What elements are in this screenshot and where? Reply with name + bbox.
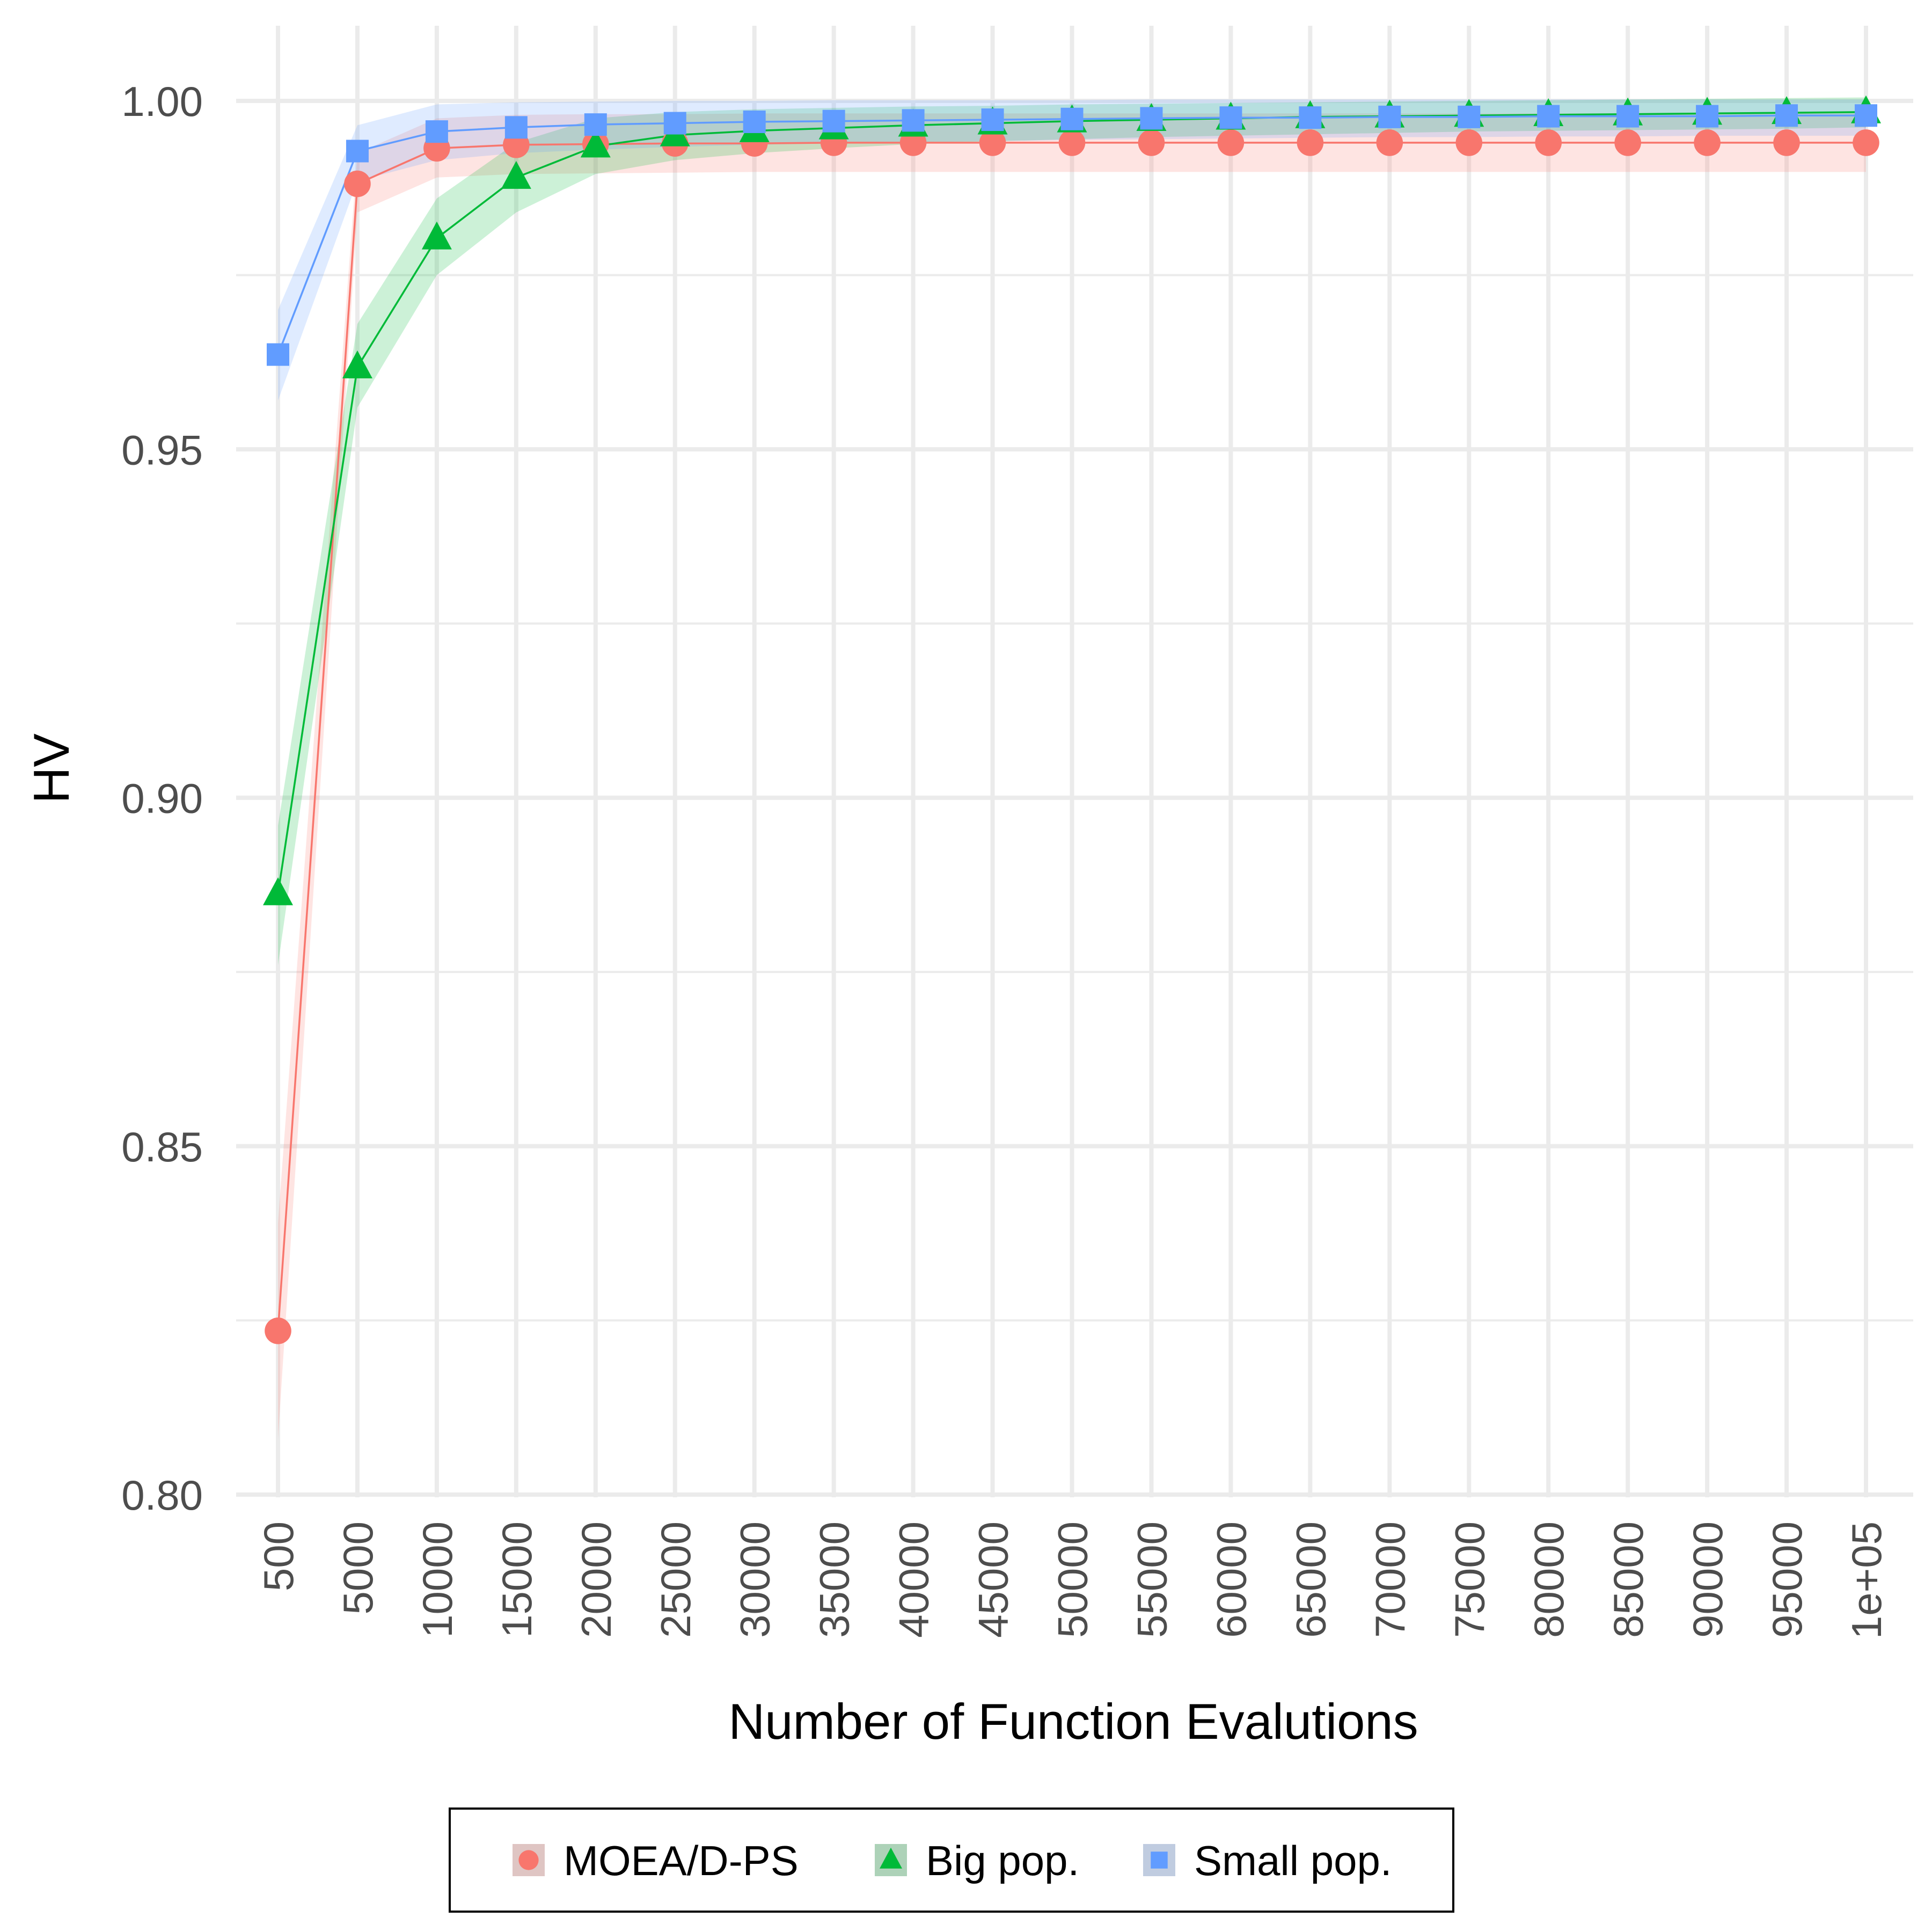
data-point — [1299, 106, 1322, 129]
data-point — [1694, 129, 1721, 156]
data-point — [663, 112, 686, 135]
y-axis-title: HV — [23, 733, 79, 803]
x-tick-label: 95000 — [1763, 1521, 1811, 1638]
x-axis-title: Number of Function Evalutions — [728, 1693, 1418, 1750]
data-point — [1138, 129, 1165, 156]
x-tick-label: 30000 — [731, 1521, 779, 1638]
data-point — [267, 343, 289, 366]
data-point — [504, 116, 528, 139]
data-point — [346, 140, 369, 163]
data-point — [1376, 129, 1403, 156]
data-point — [1455, 129, 1483, 156]
data-point — [1775, 104, 1798, 127]
legend-label: Small pop. — [1194, 1837, 1392, 1884]
data-point — [1297, 129, 1324, 156]
x-tick-label: 10000 — [414, 1521, 461, 1638]
x-tick-label: 50000 — [1049, 1521, 1096, 1638]
data-point — [421, 221, 452, 250]
data-point — [743, 110, 766, 133]
data-point — [1217, 129, 1245, 156]
series-points — [263, 95, 1881, 1344]
data-point — [501, 160, 531, 189]
data-point — [979, 129, 1006, 156]
x-tick-label: 75000 — [1446, 1521, 1493, 1638]
data-point — [1058, 129, 1086, 156]
legend-box — [449, 1807, 1454, 1913]
data-point — [1140, 107, 1163, 130]
y-tick-label: 1.00 — [121, 78, 203, 125]
x-tick-label: 40000 — [890, 1521, 938, 1638]
data-point — [265, 1318, 291, 1344]
legend-label: MOEA/D-PS — [564, 1837, 799, 1884]
y-tick-label: 0.85 — [121, 1123, 203, 1170]
x-tick-label: 45000 — [970, 1521, 1017, 1638]
data-point — [1151, 1851, 1168, 1869]
legend-label: Big pop. — [926, 1837, 1079, 1884]
data-point — [1696, 105, 1719, 128]
x-tick-label: 20000 — [573, 1521, 620, 1638]
data-point — [1616, 105, 1640, 128]
x-tick-label: 15000 — [493, 1521, 540, 1638]
data-point — [344, 170, 371, 197]
data-point — [902, 109, 925, 132]
x-tick-label: 65000 — [1287, 1521, 1334, 1638]
x-tick-label: 5000 — [334, 1521, 382, 1615]
data-point — [518, 1850, 539, 1870]
y-tick-label: 0.90 — [121, 775, 203, 822]
x-tick-label: 25000 — [652, 1521, 699, 1638]
data-point — [1378, 105, 1401, 128]
data-point — [1855, 104, 1877, 127]
data-point — [1614, 129, 1641, 156]
y-tick-label: 0.80 — [121, 1472, 203, 1519]
y-tick-label: 0.95 — [121, 426, 203, 473]
x-tick-label: 55000 — [1128, 1521, 1175, 1638]
data-point — [1458, 105, 1481, 128]
major-gridlines — [236, 26, 1913, 1497]
data-point — [1060, 107, 1084, 130]
data-point — [822, 109, 845, 133]
data-point — [263, 877, 293, 905]
x-tick-label: 85000 — [1605, 1521, 1652, 1638]
x-tick-label: 500 — [255, 1521, 302, 1591]
x-tick-labels: 500 5000 10000 15000 20000 25000 30000 35000 400… — [255, 1521, 1890, 1639]
data-point — [1219, 106, 1242, 129]
data-point — [1537, 105, 1560, 128]
x-tick-label: 1e+05 — [1843, 1521, 1890, 1639]
data-point — [342, 350, 372, 379]
data-point — [425, 120, 448, 143]
data-point — [981, 108, 1004, 131]
x-tick-label: 90000 — [1684, 1521, 1731, 1638]
data-point — [1773, 129, 1800, 156]
x-tick-label: 35000 — [811, 1521, 858, 1638]
data-point — [880, 1847, 902, 1869]
data-point — [580, 129, 611, 158]
legend: MOEA/D-PS Big pop. Small pop. — [449, 1807, 1454, 1913]
data-point — [584, 113, 607, 136]
x-tick-label: 70000 — [1366, 1521, 1414, 1638]
data-point — [1853, 129, 1879, 156]
data-point — [1535, 129, 1562, 156]
y-tick-labels: 0.80 0.85 0.90 0.95 1.00 — [121, 78, 203, 1519]
x-tick-label: 60000 — [1208, 1521, 1255, 1638]
x-tick-label: 80000 — [1525, 1521, 1572, 1638]
